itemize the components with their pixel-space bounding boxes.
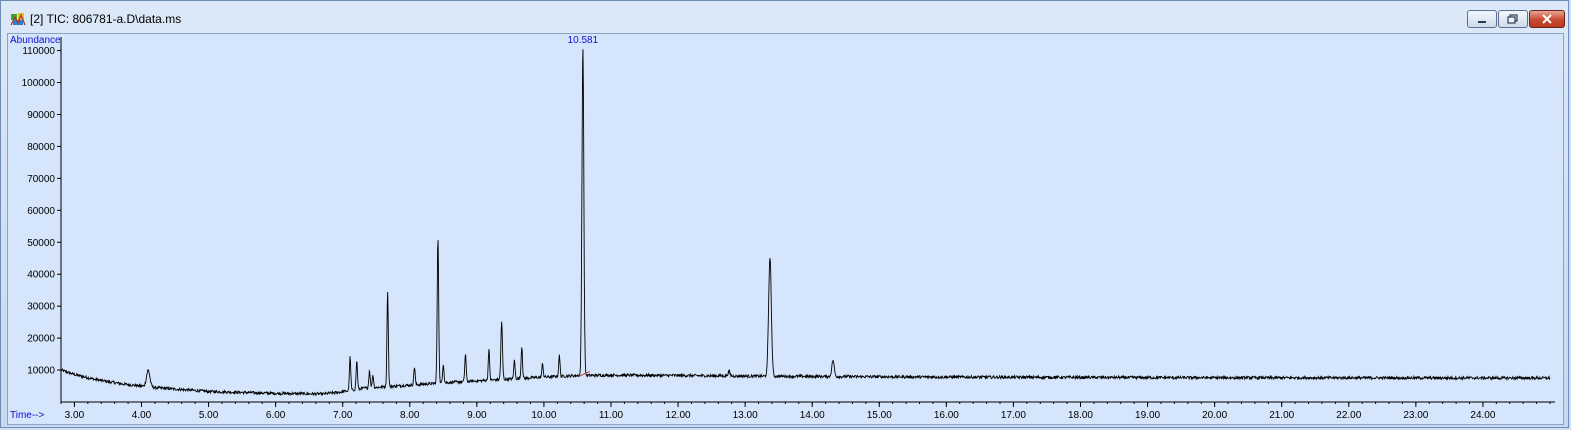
x-tick-label: 23.00 [1403, 410, 1428, 421]
x-tick-label: 14.00 [800, 410, 825, 421]
x-tick-label: 8.00 [400, 410, 420, 421]
x-axis: 3.00 4.00 5.00 6.00 7.00 8.00 9.00 10.00 11.00 12… [60, 401, 1555, 421]
maximize-button[interactable] [1498, 10, 1528, 28]
x-tick-label: 20.00 [1202, 410, 1227, 421]
x-tick-label: 11.00 [599, 410, 624, 421]
x-tick-label: 17.00 [1001, 410, 1026, 421]
y-tick-label: 10000 [27, 366, 55, 377]
x-axis-label: Time--> [10, 410, 45, 421]
tic-trace [60, 49, 1551, 397]
x-tick-label: 21.00 [1269, 410, 1294, 421]
x-tick-label: 7.00 [333, 410, 353, 421]
y-tick-label: 30000 [27, 302, 55, 313]
x-tick-label: 10.00 [531, 410, 556, 421]
x-tick-label: 13.00 [733, 410, 758, 421]
title-bar[interactable]: [2] TIC: 806781-a.D\data.ms [1, 1, 1568, 32]
y-tick-label: 70000 [27, 174, 55, 185]
y-axis: 10000 20000 30000 40000 50000 60000 70000 80000… [22, 37, 62, 404]
y-tick-label: 80000 [27, 142, 55, 153]
x-tick-label: 12.00 [666, 410, 691, 421]
chromatogram-app-icon [10, 13, 26, 26]
close-icon [1542, 14, 1552, 24]
y-tick-label: 110000 [22, 46, 55, 57]
x-tick-label: 16.00 [934, 410, 959, 421]
baseline-marker [578, 370, 590, 377]
plot-area[interactable]: Abundance Time--> 10000 20000 30000 40000 50… [7, 33, 1564, 425]
y-tick-label: 20000 [27, 334, 55, 345]
x-tick-label: 18.00 [1068, 410, 1093, 421]
x-tick-label: 5.00 [199, 410, 219, 421]
y-tick-label: 100000 [22, 78, 56, 89]
x-tick-label: 3.00 [65, 410, 85, 421]
x-tick-label: 4.00 [132, 410, 152, 421]
y-tick-label: 90000 [27, 110, 55, 121]
x-tick-label: 22.00 [1336, 410, 1361, 421]
x-tick-label: 24.00 [1470, 410, 1495, 421]
x-tick-label: 15.00 [867, 410, 892, 421]
restore-icon [1507, 14, 1518, 24]
x-tick-label: 6.00 [266, 410, 286, 421]
minimize-button[interactable] [1467, 10, 1497, 28]
chromatogram-chart: Abundance Time--> 10000 20000 30000 40000 50… [10, 35, 1555, 421]
x-tick-label: 19.00 [1135, 410, 1160, 421]
close-button[interactable] [1529, 10, 1565, 28]
peak-label: 10.581 [568, 35, 599, 46]
minimize-icon [1478, 21, 1486, 23]
y-axis-label: Abundance [10, 35, 61, 46]
window-title: [2] TIC: 806781-a.D\data.ms [30, 12, 182, 26]
y-tick-label: 60000 [27, 206, 55, 217]
y-tick-label: 50000 [27, 238, 55, 249]
y-tick-label: 40000 [27, 270, 55, 281]
x-tick-label: 9.00 [467, 410, 487, 421]
